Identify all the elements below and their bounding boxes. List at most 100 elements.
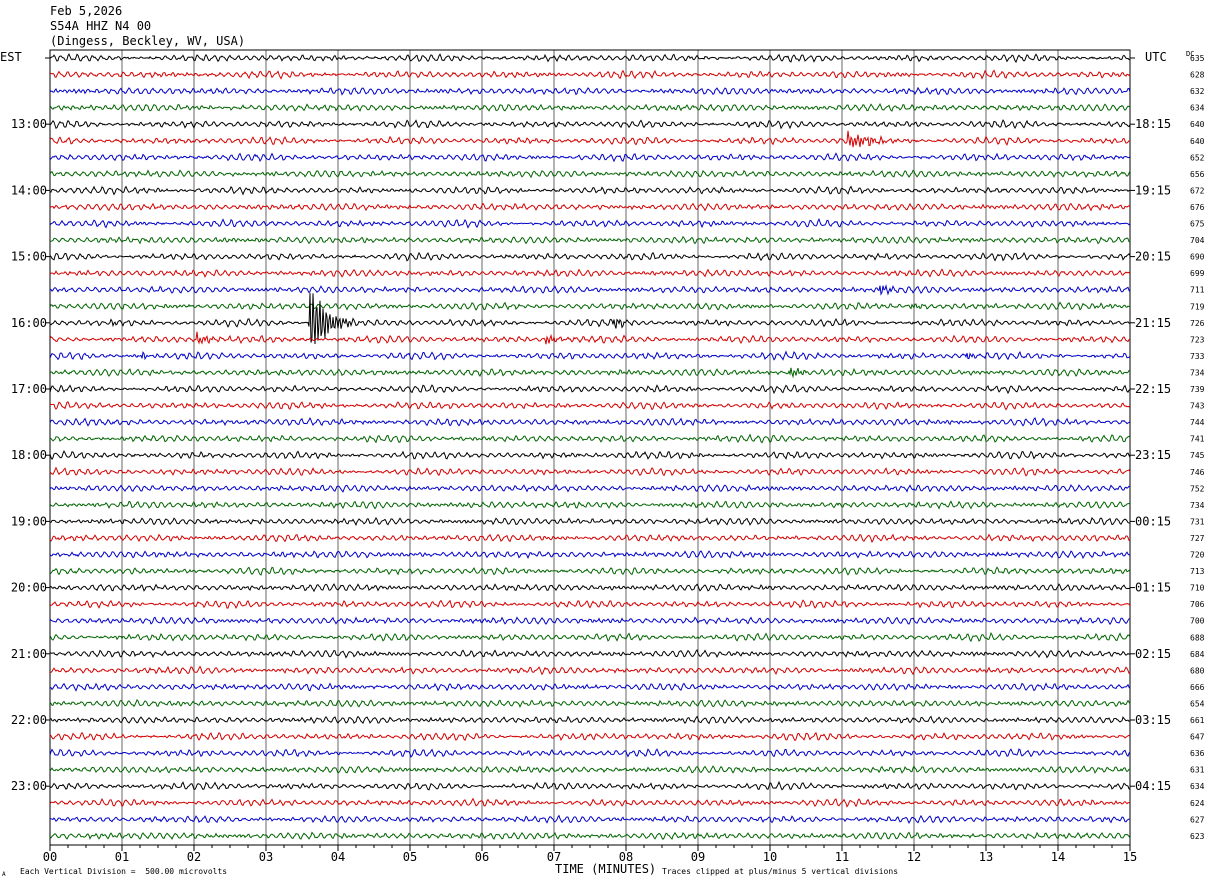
trace-44 [49,780,1131,791]
x-tick-label: 01 [115,850,129,864]
dc-value-label: 647 [1190,733,1205,742]
left-hour-label: 13:00 [11,117,47,131]
trace-4 [49,119,1131,130]
dc-value-label: 661 [1190,716,1205,725]
trace-3 [49,103,1131,112]
left-hour-label: 17:00 [11,382,47,396]
dc-value-label: 634 [1190,104,1205,113]
trace-12 [49,251,1131,262]
trace-19 [49,367,1131,379]
right-hour-label: 01:15 [1135,581,1171,595]
dc-value-label: 676 [1190,203,1205,212]
dc-value-label: 700 [1190,617,1205,626]
dc-value-label: 734 [1190,501,1205,510]
dc-value-label: 720 [1190,551,1205,560]
plot-frame [49,49,1131,846]
x-tick-label: 15 [1123,850,1137,864]
dc-value-label: 727 [1190,534,1205,543]
dc-value-label: 624 [1190,799,1205,808]
chart-location: (Dingess, Beckley, WV, USA) [50,34,246,48]
x-tick-label: 08 [619,850,633,864]
trace-37 [49,665,1131,676]
dc-value-label: 723 [1190,335,1205,344]
dc-value-label: 623 [1190,832,1205,841]
chart-date: Feb 5,2026 [50,4,123,18]
dc-value-label: 743 [1190,402,1205,411]
left-hour-label: 19:00 [11,514,47,528]
dc-value-label: 640 [1190,137,1205,146]
trace-33 [49,599,1131,609]
dc-value-label: 745 [1190,451,1205,460]
trace-45 [49,797,1131,808]
right-hour-label: 03:15 [1135,713,1171,727]
dc-value-label: 635 [1190,54,1205,63]
dc-value-label: 627 [1190,815,1205,824]
trace-39 [49,698,1131,709]
right-hour-label: 00:15 [1135,514,1171,528]
x-tick-label: 11 [835,850,849,864]
dc-value-label: 739 [1190,385,1205,394]
dc-label: DC [1186,50,1195,58]
trace-14 [49,284,1131,296]
trace-10 [49,217,1131,229]
dc-value-label: 640 [1190,120,1205,129]
trace-18 [49,350,1131,361]
dc-value-label: 731 [1190,517,1205,526]
dc-value-label: 733 [1190,352,1205,361]
x-tick-label: 04 [331,850,345,864]
dc-value-label: 652 [1190,153,1205,162]
trace-28 [49,516,1131,527]
trace-5 [49,130,1131,148]
x-tick-label: 03 [259,850,273,864]
dc-value-label: 690 [1190,253,1205,262]
trace-20 [49,384,1131,395]
dc-value-label: 628 [1190,71,1205,80]
trace-24 [49,450,1131,461]
scale-note: Each Vertical Division = 500.00 microvol… [20,867,228,876]
dc-value-label: 741 [1190,435,1205,444]
dc-value-label: 719 [1190,302,1205,311]
trace-13 [49,268,1131,278]
trace-15 [49,301,1131,311]
dc-value-label: 726 [1190,319,1205,328]
trace-2 [49,86,1131,96]
dc-value-label: 680 [1190,666,1205,675]
x-tick-label: 00 [43,850,57,864]
trace-7 [49,169,1131,179]
x-tick-label: 02 [187,850,201,864]
trace-42 [49,748,1131,758]
dc-value-label: 636 [1190,749,1205,758]
left-hour-label: 16:00 [11,316,47,330]
trace-8 [49,185,1131,196]
right-hour-label: 23:15 [1135,448,1171,462]
trace-21 [49,401,1131,411]
trace-26 [49,483,1131,493]
right-hour-label: 02:15 [1135,647,1171,661]
dc-value-label: 688 [1190,633,1205,642]
dc-value-label: 744 [1190,418,1205,427]
x-tick-label: 10 [763,850,777,864]
corner-mark: A [2,871,6,878]
chart-station: S54A HHZ N4 00 [50,19,152,33]
left-hour-label: 18:00 [11,448,47,462]
trace-36 [49,649,1131,659]
right-timezone-label: UTC [1145,50,1167,64]
left-hour-label: 22:00 [11,713,47,727]
dc-value-label: 704 [1190,236,1205,245]
left-hour-label: 20:00 [11,581,47,595]
x-tick-label: 12 [907,850,921,864]
dc-value-label: 654 [1190,699,1205,708]
dc-value-label: 752 [1190,484,1205,493]
trace-29 [49,533,1131,544]
right-hour-label: 21:15 [1135,316,1171,330]
trace-17 [49,331,1131,345]
dc-value-label: 631 [1190,766,1205,775]
trace-22 [49,416,1131,427]
trace-40 [49,715,1131,725]
dc-value-label: 713 [1190,567,1205,576]
dc-value-label: 734 [1190,368,1205,377]
left-timezone-label: EST [0,50,22,64]
dc-value-label: 746 [1190,468,1205,477]
dc-value-label: 710 [1190,584,1205,593]
